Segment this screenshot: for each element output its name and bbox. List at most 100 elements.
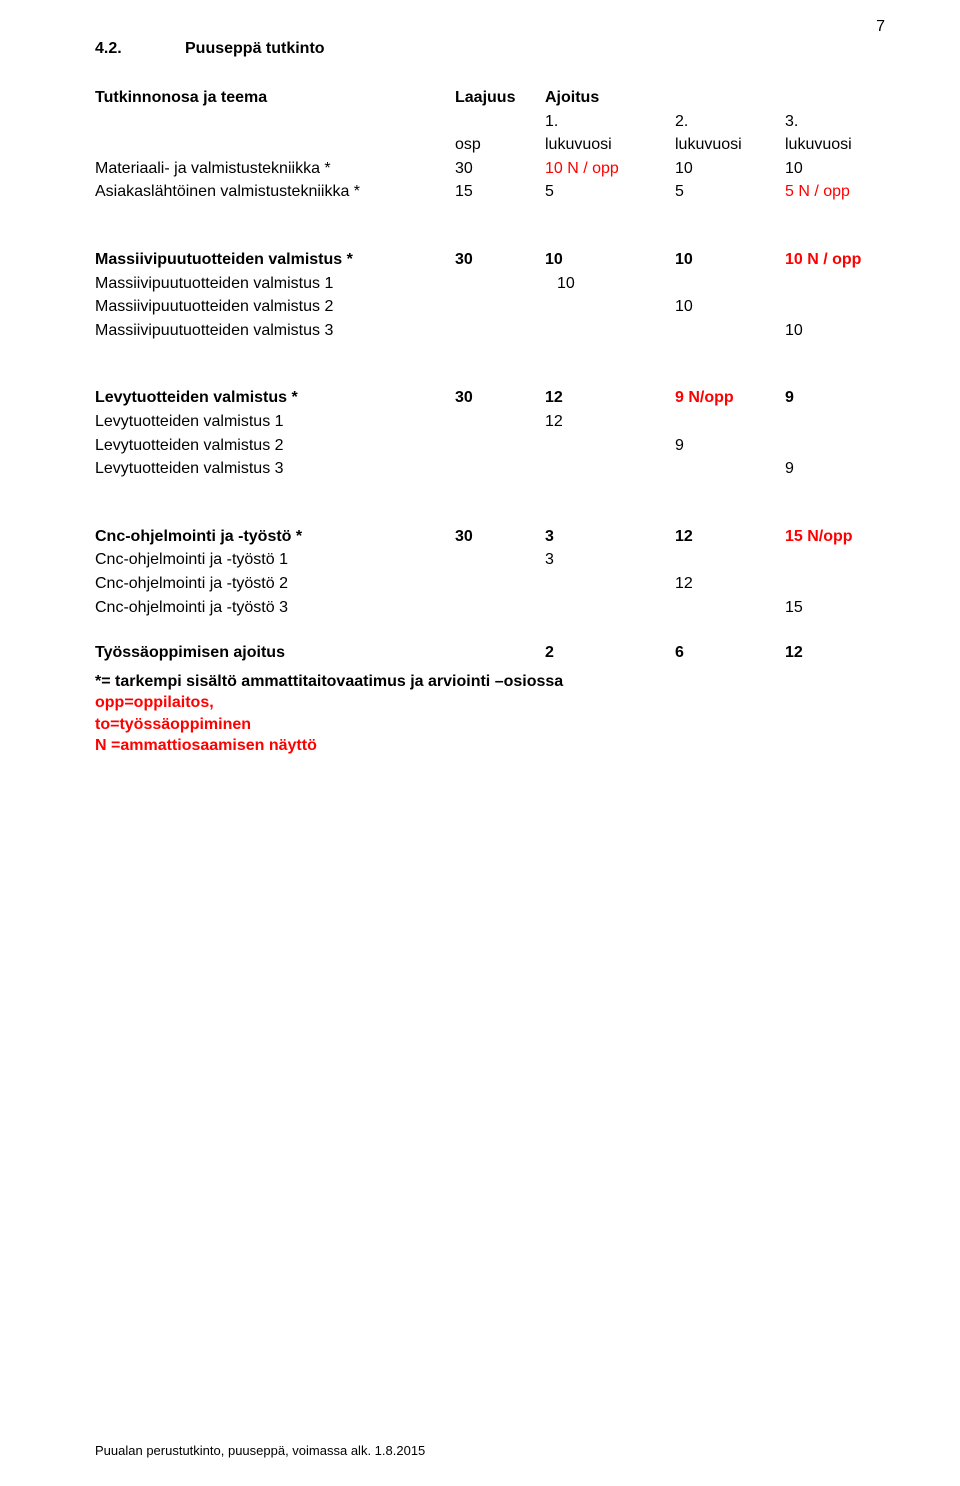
row-label: Asiakaslähtöinen valmistustekniikka * — [95, 180, 455, 204]
row-y1 — [545, 319, 675, 343]
row-y1: 5 — [545, 180, 675, 204]
row-label: Työssäoppimisen ajoitus — [95, 641, 455, 665]
table-row: Cnc-ohjelmointi ja -työstö 2 12 — [95, 572, 895, 596]
row-label: Cnc-ohjelmointi ja -työstö 2 — [95, 572, 455, 596]
row-y2 — [675, 319, 785, 343]
hdr-laajuus: Laajuus — [455, 86, 545, 110]
note-line-1: *= tarkempi sisältö ammattitaitovaatimus… — [95, 671, 890, 693]
row-osp: 30 — [455, 157, 545, 181]
row-y3 — [785, 572, 895, 596]
row-y2 — [675, 410, 785, 434]
hdr-ajoitus: Ajoitus — [545, 86, 675, 110]
row-y1: 10 — [545, 272, 675, 296]
row-y2: 9 N/opp — [675, 386, 785, 410]
note-line-3: to=työssäoppiminen — [95, 714, 890, 736]
table-row: Cnc-ohjelmointi ja -työstö 1 3 — [95, 548, 895, 572]
row-y1: 12 — [545, 386, 675, 410]
note-line-4: N =ammattiosaamisen näyttö — [95, 735, 890, 757]
row-y3: 9 — [785, 457, 895, 481]
row-y3: 10 — [785, 319, 895, 343]
table-row: Levytuotteiden valmistus 3 9 — [95, 457, 895, 481]
row-y2 — [675, 457, 785, 481]
row-y1: 2 — [545, 641, 675, 665]
row-y1 — [545, 457, 675, 481]
page: 7 4.2.Puuseppä tutkinto Tutkinnonosa ja … — [0, 0, 960, 1486]
table-row: Massiivipuutuotteiden valmistus 1 10 — [95, 272, 895, 296]
row-y3 — [785, 434, 895, 458]
row-y2 — [675, 272, 785, 296]
hdr-y3-bot: lukuvuosi — [785, 133, 895, 157]
row-y3 — [785, 272, 895, 296]
row-y2: 9 — [675, 434, 785, 458]
row-y3: 15 N/opp — [785, 525, 895, 549]
row-y2: 10 — [675, 248, 785, 272]
row-y2 — [675, 548, 785, 572]
row-label: Massiivipuutuotteiden valmistus 3 — [95, 319, 455, 343]
footer-text: Puualan perustutkinto, puuseppä, voimass… — [95, 1443, 425, 1458]
table-row: Massiivipuutuotteiden valmistus 2 10 — [95, 295, 895, 319]
row-osp: 30 — [455, 248, 545, 272]
timing-row: Työssäoppimisen ajoitus 2 6 12 — [95, 641, 895, 665]
header-row-2: 1. 2. 3. — [95, 110, 895, 134]
row-osp: 15 — [455, 180, 545, 204]
table-row: Massiivipuutuotteiden valmistus * 30 10 … — [95, 248, 895, 272]
row-y2: 6 — [675, 641, 785, 665]
row-y1: 10 — [545, 248, 675, 272]
row-y2: 10 — [675, 295, 785, 319]
row-label: Cnc-ohjelmointi ja -työstö * — [95, 525, 455, 549]
table-row: Asiakaslähtöinen valmistustekniikka * 15… — [95, 180, 895, 204]
row-label: Massiivipuutuotteiden valmistus 2 — [95, 295, 455, 319]
table-row: Materiaali- ja valmistustekniikka * 30 1… — [95, 157, 895, 181]
hdr-y1-bot: lukuvuosi — [545, 133, 675, 157]
row-label: Massiivipuutuotteiden valmistus 1 — [95, 272, 455, 296]
row-label: Massiivipuutuotteiden valmistus * — [95, 248, 455, 272]
row-y2: 12 — [675, 572, 785, 596]
row-y2: 5 — [675, 180, 785, 204]
notes-block: *= tarkempi sisältö ammattitaitovaatimus… — [95, 671, 890, 757]
header-row-3: osp lukuvuosi lukuvuosi lukuvuosi — [95, 133, 895, 157]
row-label: Cnc-ohjelmointi ja -työstö 3 — [95, 596, 455, 620]
row-label: Levytuotteiden valmistus 2 — [95, 434, 455, 458]
row-y3: 10 — [785, 157, 895, 181]
row-y1: 12 — [545, 410, 675, 434]
row-y3: 12 — [785, 641, 895, 665]
row-y1 — [545, 295, 675, 319]
table-row: Levytuotteiden valmistus * 30 12 9 N/opp… — [95, 386, 895, 410]
section-number: 4.2. — [95, 40, 185, 58]
hdr-y1-top: 1. — [545, 110, 675, 134]
row-y3 — [785, 548, 895, 572]
row-label: Cnc-ohjelmointi ja -työstö 1 — [95, 548, 455, 572]
row-label: Levytuotteiden valmistus 1 — [95, 410, 455, 434]
row-label: Levytuotteiden valmistus 3 — [95, 457, 455, 481]
row-y3 — [785, 295, 895, 319]
row-y3: 10 N / opp — [785, 248, 895, 272]
row-y3 — [785, 410, 895, 434]
row-y3: 15 — [785, 596, 895, 620]
table-row: Levytuotteiden valmistus 1 12 — [95, 410, 895, 434]
row-y2 — [675, 596, 785, 620]
page-number: 7 — [876, 18, 885, 36]
header-row-1: Tutkinnonosa ja teema Laajuus Ajoitus — [95, 86, 895, 110]
row-y1 — [545, 596, 675, 620]
row-osp: 30 — [455, 386, 545, 410]
hdr-y2-bot: lukuvuosi — [675, 133, 785, 157]
row-osp: 30 — [455, 525, 545, 549]
row-y2: 12 — [675, 525, 785, 549]
table-row: Massiivipuutuotteiden valmistus 3 10 — [95, 319, 895, 343]
row-y1 — [545, 572, 675, 596]
table-row: Cnc-ohjelmointi ja -työstö 3 15 — [95, 596, 895, 620]
row-label: Materiaali- ja valmistustekniikka * — [95, 157, 455, 181]
note-line-2: opp=oppilaitos, — [95, 692, 890, 714]
table-row: Cnc-ohjelmointi ja -työstö * 30 3 12 15 … — [95, 525, 895, 549]
row-y1: 10 N / opp — [545, 157, 675, 181]
hdr-y3-top: 3. — [785, 110, 895, 134]
table-row: Levytuotteiden valmistus 2 9 — [95, 434, 895, 458]
row-y1 — [545, 434, 675, 458]
main-table: Tutkinnonosa ja teema Laajuus Ajoitus 1.… — [95, 86, 895, 665]
row-label: Levytuotteiden valmistus * — [95, 386, 455, 410]
section-title-text: Puuseppä tutkinto — [185, 40, 325, 57]
row-y1: 3 — [545, 548, 675, 572]
section-heading: 4.2.Puuseppä tutkinto — [95, 40, 890, 58]
hdr-y2-top: 2. — [675, 110, 785, 134]
row-y2: 10 — [675, 157, 785, 181]
